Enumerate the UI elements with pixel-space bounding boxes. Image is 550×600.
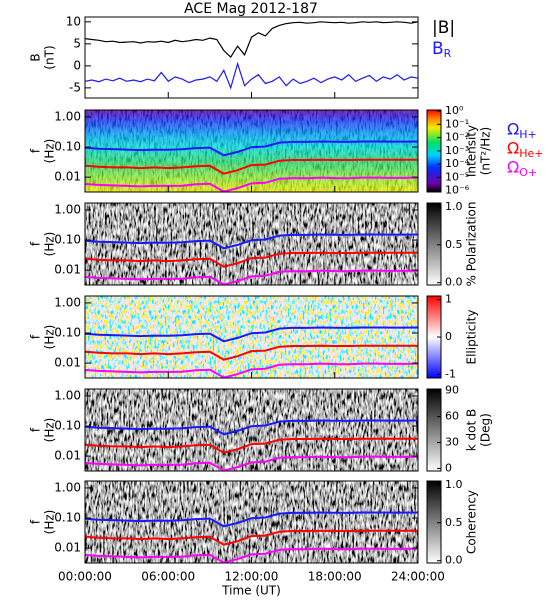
gyrofrequency-line bbox=[84, 511, 419, 528]
colorbar-tick-label: 10⁻⁵ bbox=[445, 170, 469, 183]
colorbar-tick-label: 0.0 bbox=[445, 554, 463, 567]
colorbar-tick-label: 10⁰ bbox=[445, 104, 464, 117]
y-tick-label: 1.00 bbox=[54, 388, 81, 402]
colorbar-label: Coherency bbox=[465, 490, 479, 554]
colorbar-tick-label: 1.0 bbox=[445, 200, 463, 213]
legend-entry: BR bbox=[432, 39, 452, 60]
legend-entry: |B| bbox=[432, 18, 455, 38]
colorbar-tick-label: 0 bbox=[445, 461, 452, 474]
line bbox=[84, 21, 419, 59]
colorbar bbox=[426, 202, 442, 286]
gyrofrequency-line bbox=[84, 547, 419, 564]
gyrofrequency-line bbox=[84, 140, 419, 157]
x-tick-label: 00:00:00 bbox=[58, 570, 112, 584]
colorbar-label: k dot B bbox=[465, 409, 479, 451]
x-axis-label: Time (UT) bbox=[221, 584, 281, 598]
colorbar-tick-label: 10⁻² bbox=[445, 131, 469, 144]
gyrofrequency-line bbox=[84, 529, 418, 546]
y-tick-label: 0.01 bbox=[54, 170, 81, 184]
y-tick-label: 0.10 bbox=[54, 233, 81, 247]
spectrogram-image bbox=[85, 296, 418, 378]
gyrofrequency-line bbox=[84, 269, 419, 286]
y-axis-label: (Hz) bbox=[43, 232, 57, 257]
y-tick-label: 0.10 bbox=[54, 419, 81, 433]
y-axis-label: (Hz) bbox=[43, 510, 57, 535]
y-tick-label: 0 bbox=[73, 58, 81, 72]
plot-frame bbox=[84, 16, 419, 99]
y-axis-label: (Hz) bbox=[43, 139, 57, 164]
colorbar-label: Intensity bbox=[465, 125, 479, 177]
colorbar-tick-label: 1 bbox=[445, 293, 452, 306]
y-tick-label: 0.01 bbox=[54, 356, 81, 370]
y-axis-label: f bbox=[29, 334, 43, 339]
y-axis-label: (nT) bbox=[43, 45, 57, 69]
colorbar-tick-label: 10⁻⁴ bbox=[445, 157, 470, 170]
colorbar-tick-label: 0.5 bbox=[445, 238, 463, 251]
gyrofrequency-line bbox=[84, 455, 419, 472]
y-axis-label: f bbox=[29, 519, 43, 524]
line bbox=[84, 61, 419, 90]
y-tick-label: 1.00 bbox=[54, 202, 81, 216]
spectrogram-texture bbox=[85, 110, 418, 192]
legend-entry: ΩO+ bbox=[507, 158, 537, 180]
chart-title: ACE Mag 2012-187 bbox=[184, 1, 318, 17]
colorbar-tick-label: 30 bbox=[445, 436, 459, 449]
y-tick-label: 1.00 bbox=[54, 480, 81, 494]
colorbar-label: (nT²/Hz) bbox=[479, 127, 493, 175]
colorbar-tick-label: 1.0 bbox=[445, 478, 463, 491]
x-tick-label: 12:00:00 bbox=[225, 570, 279, 584]
x-tick-label: 24:00:00 bbox=[391, 570, 445, 584]
y-tick-label: 0.10 bbox=[54, 511, 81, 525]
y-axis-label: f bbox=[29, 241, 43, 246]
gyrofrequency-line bbox=[84, 419, 419, 436]
colorbar-tick-label: 0.5 bbox=[445, 516, 463, 529]
y-tick-label: 0.01 bbox=[54, 541, 81, 555]
gyrofrequency-line bbox=[84, 233, 419, 250]
colorbar-tick-label: 90 bbox=[445, 384, 459, 397]
y-tick-label: 1.00 bbox=[54, 109, 81, 123]
x-tick-label: 06:00:00 bbox=[141, 570, 195, 584]
colorbar-tick-label: 60 bbox=[445, 410, 459, 423]
colorbar-tick-label: 10⁻³ bbox=[445, 144, 469, 157]
y-axis-label: B bbox=[29, 53, 43, 61]
y-axis-label: f bbox=[29, 427, 43, 432]
colorbar-tick-label: -1 bbox=[445, 367, 456, 380]
colorbar-label: % Polarization bbox=[465, 202, 479, 287]
y-tick-label: 10 bbox=[66, 14, 81, 28]
colorbar-tick-label: 0.0 bbox=[445, 276, 463, 289]
colorbar bbox=[426, 480, 442, 564]
colorbar bbox=[426, 388, 442, 472]
x-tick-label: 18:00:00 bbox=[308, 570, 362, 584]
y-axis-label: f bbox=[29, 148, 43, 153]
gyrofrequency-line bbox=[84, 344, 418, 361]
y-tick-label: 0.01 bbox=[54, 263, 81, 277]
colorbar-label: Ellipticity bbox=[465, 310, 479, 365]
spectrogram-image bbox=[85, 481, 418, 563]
gyrofrequency-line bbox=[84, 251, 418, 268]
colorbar-tick-label: 10⁻¹ bbox=[445, 117, 469, 130]
y-tick-label: -5 bbox=[69, 80, 81, 94]
spectrogram-image bbox=[85, 389, 418, 471]
colorbar-tick-label: 0 bbox=[445, 330, 452, 343]
spectrogram-image bbox=[85, 203, 418, 285]
y-axis-label: (Hz) bbox=[43, 418, 57, 443]
gyrofrequency-line bbox=[84, 158, 418, 175]
colorbar-label: (Deg) bbox=[479, 413, 493, 447]
y-tick-label: 5 bbox=[73, 36, 81, 50]
gyrofrequency-line bbox=[84, 176, 419, 193]
y-tick-label: 0.01 bbox=[54, 449, 81, 463]
y-tick-label: 0.10 bbox=[54, 140, 81, 154]
y-tick-label: 0.10 bbox=[54, 326, 81, 340]
gyrofrequency-line bbox=[84, 326, 419, 343]
y-axis-label: (Hz) bbox=[43, 325, 57, 350]
colorbar-tick-label: 10⁻⁶ bbox=[445, 184, 470, 197]
gyrofrequency-line bbox=[84, 437, 418, 454]
y-tick-label: 1.00 bbox=[54, 295, 81, 309]
gyrofrequency-line bbox=[84, 362, 419, 379]
